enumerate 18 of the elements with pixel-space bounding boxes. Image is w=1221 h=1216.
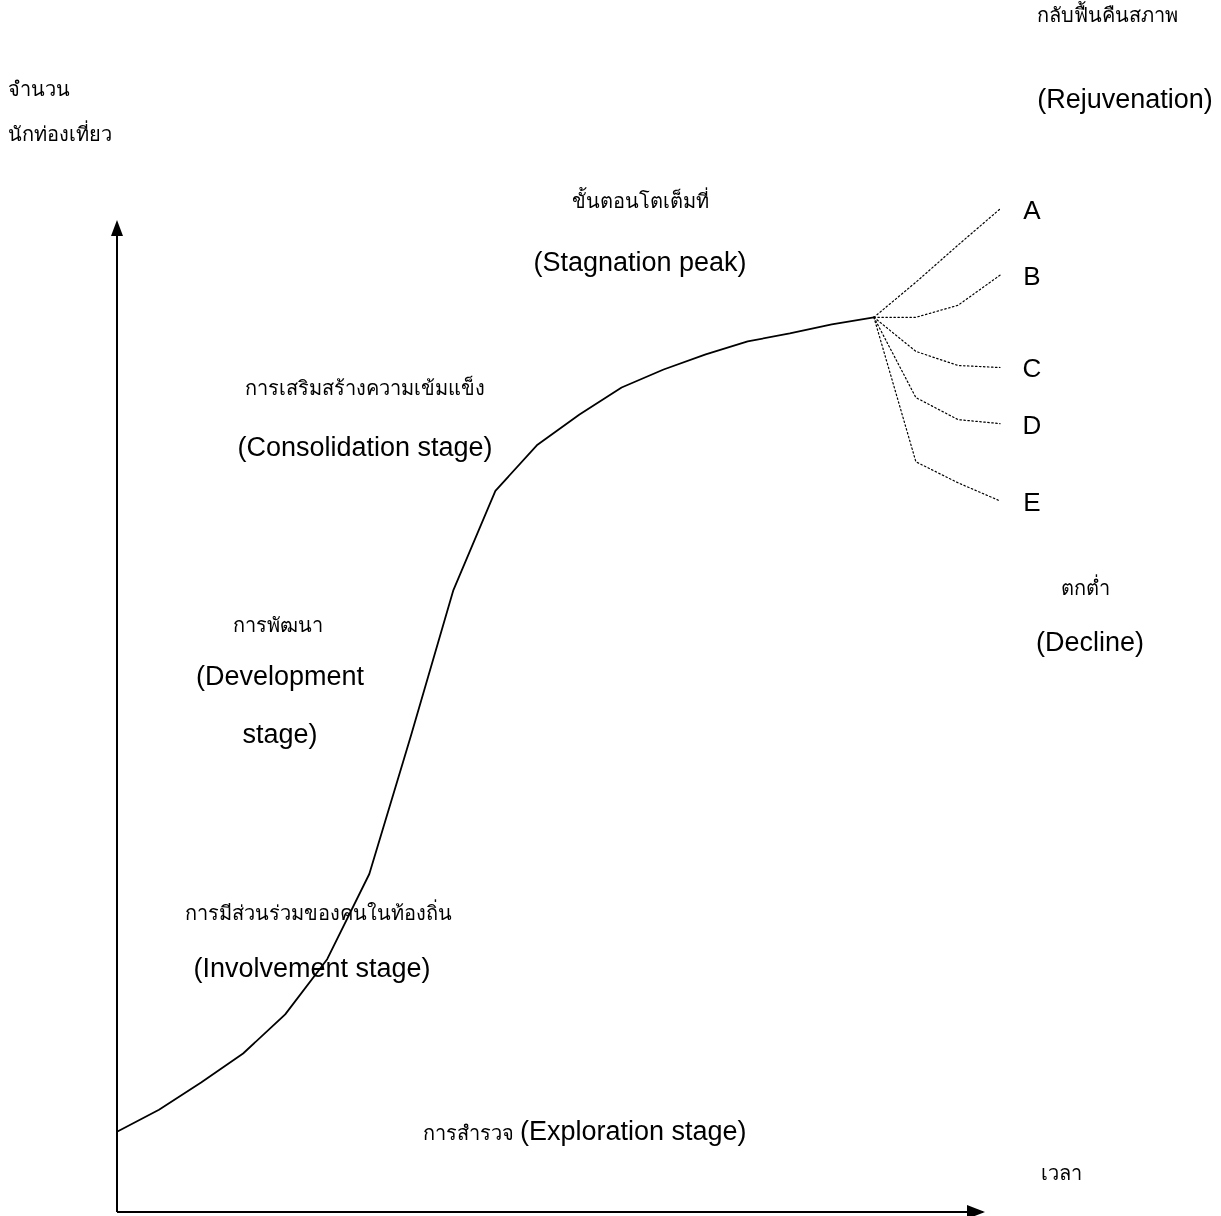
text: (Decline) (1035, 627, 1145, 657)
text: กลับฟื้นคืนสภาพ (1036, 1, 1178, 26)
annotation: การพัฒนา (233, 614, 323, 636)
annotation: (Stagnation peak) (533, 247, 747, 277)
annotation: (Development stage) (195, 661, 365, 749)
series-label: C (1022, 353, 1042, 384)
series-label: A (1023, 195, 1042, 225)
series-label: B (1023, 261, 1041, 292)
y-axis-title: จำนวน นักท่องเที่ยว (8, 78, 112, 145)
x-axis-title: เวลา (1040, 1162, 1082, 1184)
annotation: การเสริมสร้างความเข้มแข็ง (245, 375, 485, 399)
text: ตกต่ำ (1060, 574, 1110, 599)
series-label: D (1022, 409, 1042, 440)
annotation: (Consolidation stage) (237, 432, 493, 462)
series-label: E (1023, 486, 1041, 517)
annotation: การสำรวจ (Exploration stage) (423, 1116, 747, 1146)
annotation: ขั้นตอนโตเต็มที่ (571, 187, 709, 212)
text: (Rejuvenation) (1037, 84, 1213, 114)
